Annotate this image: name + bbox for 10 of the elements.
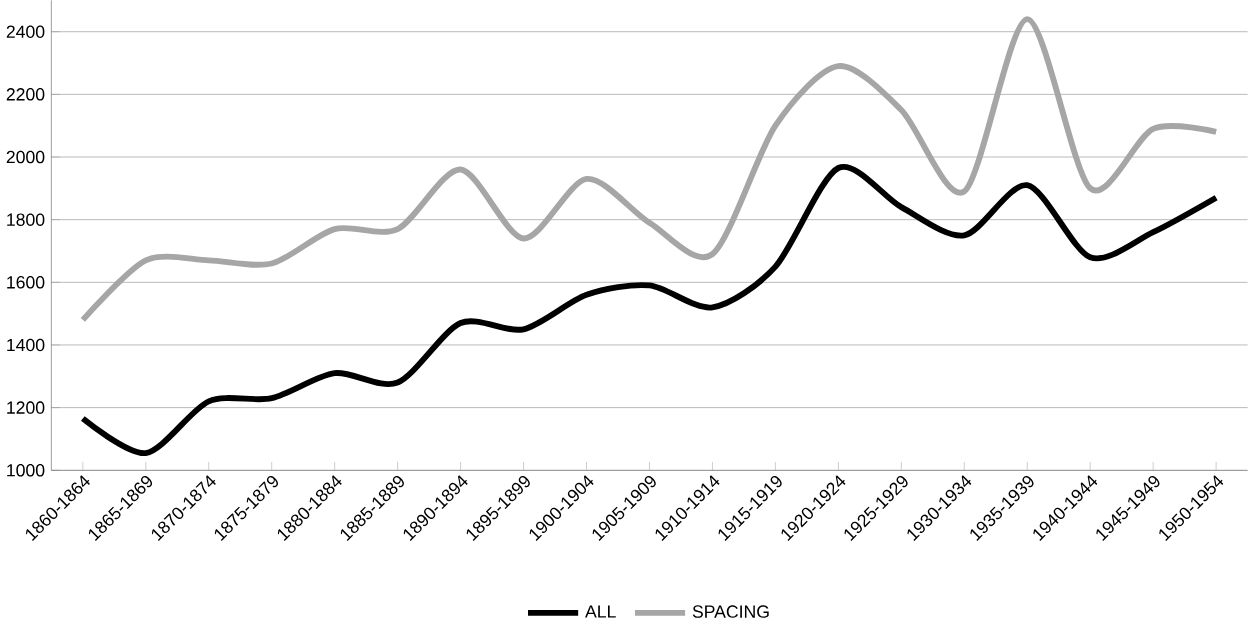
y-tick-label: 1000: [7, 463, 45, 477]
y-tick-label: 1600: [7, 276, 45, 289]
y-tick-label: 1200: [7, 401, 45, 414]
y-tick-label: 2400: [6, 25, 45, 38]
y-tick-label: 1800: [7, 213, 45, 226]
legend-label: ALL: [585, 605, 616, 618]
y-tick-label: 2200: [6, 88, 45, 101]
legend-label: SPACING: [692, 605, 769, 618]
y-tick-label: 2000: [6, 150, 45, 164]
y-tick-label: 1400: [7, 338, 45, 352]
